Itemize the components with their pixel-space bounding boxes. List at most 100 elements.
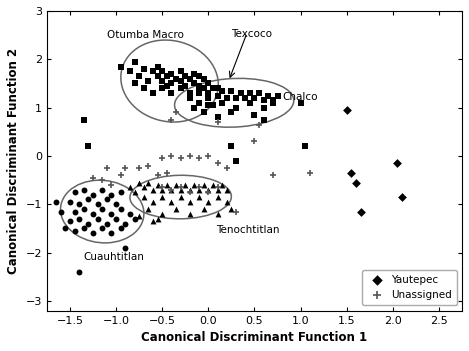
Point <box>140 66 147 72</box>
Point <box>61 226 69 231</box>
Unassigned <box>167 117 175 122</box>
Point <box>98 226 106 231</box>
Unassigned <box>108 182 115 188</box>
Point <box>126 211 134 217</box>
Point <box>191 182 198 188</box>
Point <box>159 194 166 200</box>
Point <box>246 100 254 106</box>
Unassigned <box>159 155 166 161</box>
Text: Tenochtitlan: Tenochtitlan <box>216 225 279 235</box>
Point <box>126 68 134 74</box>
Point <box>163 182 171 188</box>
Unassigned <box>196 185 203 190</box>
Point <box>163 73 171 79</box>
Point <box>159 211 166 217</box>
Point <box>103 221 111 226</box>
Point <box>131 216 138 221</box>
X-axis label: Canonical Discriminant Function 1: Canonical Discriminant Function 1 <box>141 331 368 344</box>
Unassigned <box>204 153 212 159</box>
Point <box>167 81 175 86</box>
Point <box>232 158 240 164</box>
Point <box>177 68 184 74</box>
Unassigned <box>223 165 231 171</box>
Point <box>196 86 203 91</box>
Point <box>204 90 212 96</box>
Point <box>149 90 157 96</box>
Point <box>57 209 64 214</box>
Point <box>94 216 101 221</box>
Point <box>255 90 263 96</box>
Point <box>177 187 184 193</box>
Point <box>89 231 97 236</box>
Point <box>191 81 198 86</box>
Point <box>66 218 74 224</box>
Point <box>154 73 161 79</box>
Point <box>144 78 152 84</box>
Point <box>191 71 198 77</box>
Point <box>260 98 267 103</box>
Unassigned <box>154 172 161 178</box>
Point <box>136 180 143 185</box>
Point <box>89 192 97 197</box>
Yautepec <box>357 209 364 214</box>
Point <box>80 226 88 231</box>
Point <box>117 226 124 231</box>
Point <box>66 199 74 205</box>
Point <box>269 98 277 103</box>
Point <box>182 73 189 79</box>
Point <box>204 187 212 193</box>
Unassigned <box>121 165 129 171</box>
Point <box>112 201 120 207</box>
Point <box>112 216 120 221</box>
Unassigned <box>196 155 203 161</box>
Unassigned <box>172 110 180 115</box>
Unassigned <box>136 165 143 171</box>
Point <box>159 68 166 74</box>
Point <box>214 194 221 200</box>
Point <box>227 206 235 212</box>
Point <box>223 95 231 101</box>
Point <box>186 187 194 193</box>
Point <box>76 269 83 275</box>
Point <box>251 112 258 118</box>
Point <box>219 182 226 188</box>
Point <box>200 86 207 91</box>
Point <box>140 194 147 200</box>
Point <box>98 206 106 212</box>
Point <box>214 187 221 193</box>
Point <box>196 83 203 89</box>
Point <box>260 105 267 111</box>
Point <box>200 182 207 188</box>
Point <box>136 73 143 79</box>
Point <box>251 95 258 101</box>
Point <box>126 185 134 190</box>
Unassigned <box>103 165 111 171</box>
Point <box>98 187 106 193</box>
Point <box>297 100 304 106</box>
Point <box>260 117 267 122</box>
Point <box>159 187 166 193</box>
Unassigned <box>167 153 175 159</box>
Y-axis label: Canonical Discriminant Function 2: Canonical Discriminant Function 2 <box>7 48 20 274</box>
Yautepec <box>393 160 401 166</box>
Point <box>237 90 244 96</box>
Point <box>302 144 309 149</box>
Point <box>209 102 217 108</box>
Point <box>121 245 129 251</box>
Point <box>172 206 180 212</box>
Point <box>149 68 157 74</box>
Unassigned <box>167 187 175 193</box>
Unassigned <box>177 155 184 161</box>
Point <box>131 190 138 195</box>
Legend: Yautepec, Unassigned: Yautepec, Unassigned <box>362 270 457 305</box>
Point <box>80 117 88 122</box>
Unassigned <box>98 177 106 183</box>
Point <box>246 90 254 96</box>
Point <box>204 81 212 86</box>
Point <box>71 209 78 214</box>
Point <box>76 216 83 221</box>
Point <box>186 95 194 101</box>
Point <box>204 95 212 101</box>
Point <box>196 73 203 79</box>
Point <box>182 83 189 89</box>
